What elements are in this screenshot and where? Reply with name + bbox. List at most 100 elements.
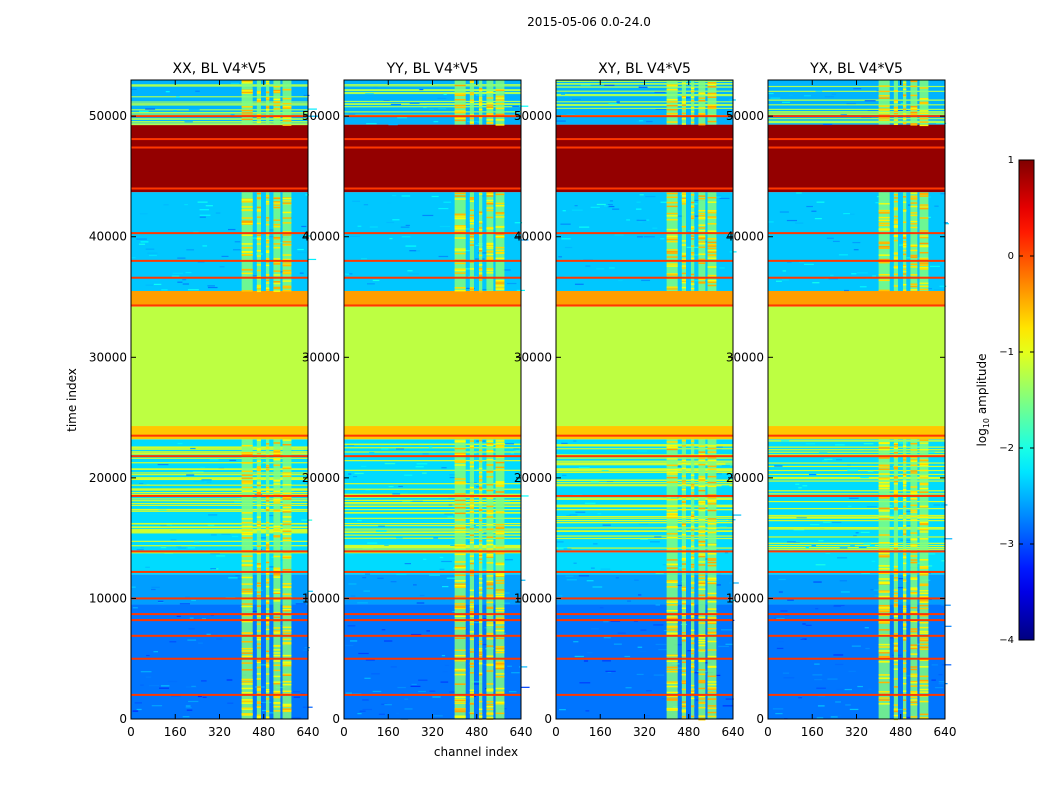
rfi-column <box>878 552 890 575</box>
speckle <box>944 223 949 225</box>
rfi-speckle <box>666 632 678 635</box>
speckle <box>675 95 681 97</box>
rfi-speckle <box>902 628 907 630</box>
flag-line <box>556 259 733 262</box>
speckle <box>687 229 692 232</box>
rfi-speckle <box>681 701 686 703</box>
rfi-speckle <box>690 253 695 256</box>
rfi-speckle <box>454 92 466 95</box>
rfi-speckle <box>878 229 890 231</box>
speckle <box>513 448 520 450</box>
speckle <box>556 107 733 109</box>
rfi-speckle <box>454 482 466 485</box>
band-flat <box>131 290 308 307</box>
panel-image <box>556 80 742 721</box>
speckle <box>401 195 411 197</box>
rfi-speckle <box>878 555 890 558</box>
rfi-speckle <box>910 124 918 126</box>
rfi-speckle <box>893 647 898 649</box>
rfi-speckle <box>690 652 695 655</box>
rfi-speckle <box>919 666 929 668</box>
rfi-speckle <box>681 654 686 657</box>
speckle <box>438 255 449 258</box>
rfi-speckle <box>265 650 270 653</box>
speckle <box>768 462 945 464</box>
rfi-speckle <box>282 254 292 256</box>
speckle <box>506 282 517 285</box>
band-noise <box>768 604 945 719</box>
speckle <box>768 120 945 122</box>
rfi-speckle <box>878 481 890 484</box>
speckle <box>835 663 844 666</box>
rfi-speckle <box>478 476 483 478</box>
rfi-speckle <box>902 246 907 248</box>
rfi-speckle <box>486 587 494 590</box>
speckle <box>348 113 356 116</box>
rfi-speckle <box>690 252 695 254</box>
rfi-speckle <box>681 195 686 197</box>
rfi-speckle <box>707 465 717 468</box>
rfi-speckle <box>902 605 907 608</box>
rfi-speckle <box>893 659 898 662</box>
rfi-speckle <box>454 658 466 661</box>
rfi-speckle <box>273 660 281 662</box>
rfi-speckle <box>273 454 281 456</box>
rfi-speckle <box>681 280 686 282</box>
rfi-speckle <box>919 204 929 206</box>
rfi-speckle <box>265 446 270 448</box>
speckle <box>131 468 308 470</box>
y-tick-label: 50000 <box>514 109 552 123</box>
rfi-speckle <box>698 622 706 624</box>
rfi-speckle <box>698 479 706 481</box>
speckle <box>362 699 369 701</box>
rfi-speckle <box>282 556 292 559</box>
speckle <box>193 480 205 483</box>
speckle <box>606 481 614 483</box>
rfi-speckle <box>681 102 686 104</box>
rfi-speckle <box>902 268 907 271</box>
rfi-speckle <box>919 572 929 575</box>
rfi-speckle <box>478 577 483 580</box>
rfi-speckle <box>902 525 907 527</box>
speckle <box>655 604 661 606</box>
rfi-speckle <box>878 447 890 449</box>
rfi-speckle <box>495 205 505 207</box>
rfi-speckle <box>495 551 505 554</box>
rfi-speckle <box>256 521 261 523</box>
rfi-speckle <box>681 197 686 200</box>
flag-line <box>131 570 308 573</box>
speckle <box>358 652 369 655</box>
rfi-speckle <box>265 509 270 512</box>
rfi-speckle <box>698 93 706 95</box>
speckle <box>768 440 945 442</box>
rfi-speckle <box>893 110 898 112</box>
rfi-speckle <box>690 691 695 694</box>
rfi-speckle <box>282 289 292 292</box>
rfi-speckle <box>666 601 678 604</box>
rfi-column <box>666 552 678 575</box>
rfi-speckle <box>698 544 706 547</box>
rfi-speckle <box>265 234 270 236</box>
rfi-speckle <box>478 221 483 223</box>
band-noise <box>768 552 945 575</box>
rfi-speckle <box>265 245 270 248</box>
rfi-speckle <box>919 589 929 592</box>
rfi-column <box>690 574 695 605</box>
rfi-speckle <box>454 584 466 587</box>
rfi-speckle <box>265 201 270 203</box>
speckle <box>782 101 790 103</box>
rfi-speckle <box>273 458 281 461</box>
speckle <box>768 108 945 110</box>
speckle <box>925 451 935 454</box>
rfi-speckle <box>478 471 483 474</box>
rfi-speckle <box>919 632 929 634</box>
rfi-speckle <box>919 583 929 585</box>
rfi-speckle <box>282 610 292 612</box>
rfi-speckle <box>893 615 898 618</box>
rfi-speckle <box>265 673 270 675</box>
speckle <box>390 581 397 583</box>
speckle <box>556 101 733 103</box>
speckle <box>402 501 411 503</box>
speckle <box>302 649 309 651</box>
speckle <box>793 542 800 544</box>
